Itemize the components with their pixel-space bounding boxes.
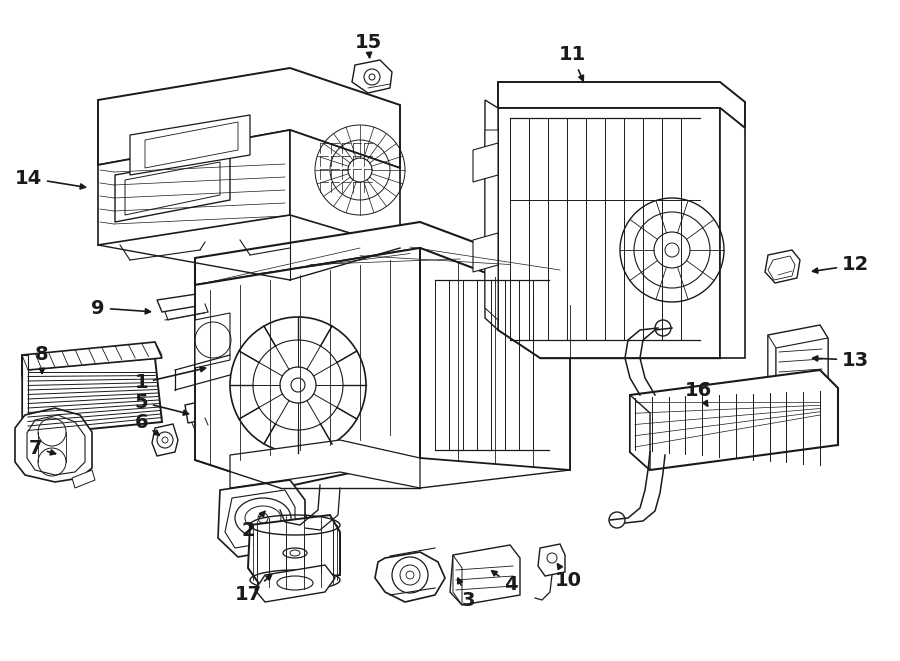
Polygon shape xyxy=(22,358,162,435)
Text: 8: 8 xyxy=(35,346,49,373)
Circle shape xyxy=(291,378,305,392)
Polygon shape xyxy=(453,555,462,605)
Polygon shape xyxy=(485,130,498,320)
Polygon shape xyxy=(255,565,335,602)
Polygon shape xyxy=(768,335,776,390)
Polygon shape xyxy=(72,470,95,488)
Polygon shape xyxy=(375,552,445,602)
Text: 10: 10 xyxy=(554,564,581,590)
Polygon shape xyxy=(98,130,290,245)
Polygon shape xyxy=(115,155,230,222)
Polygon shape xyxy=(248,515,340,585)
Polygon shape xyxy=(420,248,570,470)
Text: 2: 2 xyxy=(241,512,265,539)
Polygon shape xyxy=(498,82,745,128)
Polygon shape xyxy=(195,248,420,488)
Polygon shape xyxy=(290,130,400,248)
Polygon shape xyxy=(98,68,400,168)
Polygon shape xyxy=(630,370,838,470)
Polygon shape xyxy=(498,108,720,358)
Polygon shape xyxy=(225,490,295,548)
Polygon shape xyxy=(218,480,305,557)
Polygon shape xyxy=(538,544,565,576)
Text: 17: 17 xyxy=(234,575,272,605)
Text: 3: 3 xyxy=(458,578,475,609)
Text: 4: 4 xyxy=(491,570,518,594)
Polygon shape xyxy=(450,545,520,605)
Text: 6: 6 xyxy=(134,412,159,435)
Text: 11: 11 xyxy=(558,46,586,81)
Polygon shape xyxy=(230,440,420,488)
Text: 13: 13 xyxy=(813,350,869,369)
Polygon shape xyxy=(768,325,828,390)
Polygon shape xyxy=(185,400,212,423)
Polygon shape xyxy=(195,222,570,305)
Polygon shape xyxy=(152,424,178,456)
Text: 9: 9 xyxy=(92,299,150,317)
Polygon shape xyxy=(195,313,230,368)
Polygon shape xyxy=(352,60,392,93)
Polygon shape xyxy=(473,143,498,182)
Text: 1: 1 xyxy=(134,367,205,393)
Polygon shape xyxy=(630,395,650,470)
Text: 14: 14 xyxy=(14,169,86,189)
Polygon shape xyxy=(130,115,250,175)
Text: 7: 7 xyxy=(29,438,56,457)
Polygon shape xyxy=(720,108,745,358)
Text: 16: 16 xyxy=(684,381,712,406)
Polygon shape xyxy=(157,292,215,312)
Polygon shape xyxy=(776,338,828,390)
Text: 12: 12 xyxy=(813,256,869,274)
Polygon shape xyxy=(765,250,800,283)
Polygon shape xyxy=(473,233,498,272)
Polygon shape xyxy=(22,355,28,435)
Text: 5: 5 xyxy=(134,393,188,415)
Text: 15: 15 xyxy=(355,32,382,58)
Polygon shape xyxy=(485,100,498,330)
Polygon shape xyxy=(22,355,28,435)
Polygon shape xyxy=(22,342,162,370)
Polygon shape xyxy=(15,408,92,482)
Circle shape xyxy=(283,508,307,532)
